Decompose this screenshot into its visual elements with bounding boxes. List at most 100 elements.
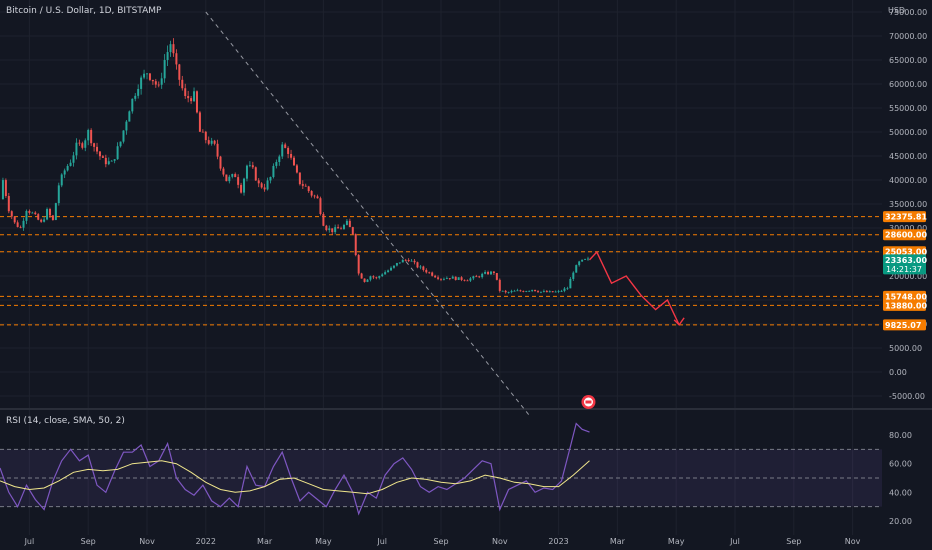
time-tick-label: Nov xyxy=(845,537,861,546)
candle-45 xyxy=(134,93,137,102)
price-tick-label: 65000.00 xyxy=(889,56,927,65)
candle-body xyxy=(560,290,563,292)
time-axis[interactable]: Jul Sep Nov 2022 Mar May Jul Sep Nov 2023 Mar May Ju… xyxy=(24,537,861,546)
time-tick-label: May xyxy=(668,537,685,546)
candle-body xyxy=(34,212,37,215)
candle-body xyxy=(198,112,201,132)
candle-body xyxy=(51,215,54,220)
candle-body xyxy=(210,140,213,144)
price-tick-label: 35000.00 xyxy=(889,200,927,209)
candle-body xyxy=(334,227,337,233)
candle-113 xyxy=(334,224,337,235)
candle-195 xyxy=(575,264,578,273)
candle-186 xyxy=(548,290,551,293)
candle-138 xyxy=(407,258,410,263)
candle-178 xyxy=(525,290,528,293)
candle-36 xyxy=(107,157,110,166)
candle-70 xyxy=(207,136,210,146)
candle-185 xyxy=(545,289,548,293)
candle-148 xyxy=(437,275,440,281)
price-tick-label: 0.00 xyxy=(889,368,907,377)
candle-110 xyxy=(325,224,328,232)
candle-153 xyxy=(451,275,454,279)
candle-33 xyxy=(98,150,101,160)
price-axis[interactable]: 75000.00 70000.00 65000.00 60000.00 55000.00… xyxy=(889,8,927,401)
candle-191 xyxy=(563,286,566,293)
candle-58 xyxy=(172,38,175,57)
candle-147 xyxy=(434,274,437,278)
rsi-panel[interactable] xyxy=(0,422,882,516)
rsi-axis[interactable]: 80.00 60.00 40.00 20.00 xyxy=(889,431,912,526)
candle-174 xyxy=(513,289,516,292)
level-tag-bg xyxy=(883,211,926,223)
candle-68 xyxy=(201,129,204,133)
candle-body xyxy=(428,272,431,274)
candle-125 xyxy=(369,275,372,282)
candle-body xyxy=(390,267,393,271)
time-tick-label: May xyxy=(315,537,332,546)
candle-body xyxy=(510,291,513,293)
time-tick-label: Jul xyxy=(376,537,387,546)
price-tick-label: 50000.00 xyxy=(889,128,927,137)
candle-body xyxy=(148,73,151,80)
candle-body xyxy=(228,176,231,182)
candle-body xyxy=(157,84,160,86)
candle-body xyxy=(492,271,495,274)
candle-body xyxy=(551,291,554,293)
candle-body xyxy=(522,291,525,292)
candle-body xyxy=(534,289,537,292)
candle-body xyxy=(445,278,448,279)
forecast-path[interactable] xyxy=(588,250,685,326)
trend-line[interactable] xyxy=(205,11,530,416)
horizontal-levels[interactable] xyxy=(0,216,882,326)
candle-body xyxy=(569,278,572,289)
candle-44 xyxy=(131,98,134,114)
event-marker-icon[interactable] xyxy=(581,395,596,409)
rsi-legend[interactable]: RSI (14, close, SMA, 50, 2) xyxy=(6,416,125,426)
candle-body xyxy=(507,292,510,293)
candle-54 xyxy=(160,72,163,89)
symbol-legend[interactable]: Bitcoin / U.S. Dollar, 1D, BITSTAMP xyxy=(6,6,162,16)
level-tag-4: 13880.00 xyxy=(883,299,927,311)
price-tick-label: 40000.00 xyxy=(889,176,927,185)
candle-177 xyxy=(522,290,525,293)
candle-193 xyxy=(569,277,572,289)
candle-body xyxy=(54,203,57,220)
candle-75 xyxy=(222,166,225,177)
candle-48 xyxy=(143,69,146,80)
candle-body xyxy=(231,174,234,177)
level-tag-label: 32375.81 xyxy=(885,213,927,222)
price-tick-label: 55000.00 xyxy=(889,104,927,113)
level-tag-label: 9825.07 xyxy=(885,321,921,330)
candle-143 xyxy=(422,265,425,272)
candle-162 xyxy=(478,275,481,279)
candle-body xyxy=(193,91,196,102)
candle-body xyxy=(31,212,34,214)
candle-body xyxy=(125,121,128,131)
candle-body xyxy=(175,53,178,65)
candle-102 xyxy=(301,180,304,190)
rsi-tick-label: 60.00 xyxy=(889,460,912,469)
candle-body xyxy=(172,44,175,54)
candle-104 xyxy=(307,185,310,193)
candle-152 xyxy=(448,278,451,281)
candle-body xyxy=(90,130,93,144)
candle-body xyxy=(378,276,381,278)
candle-189 xyxy=(557,289,560,294)
candlestick-series[interactable] xyxy=(1,38,589,294)
candle-body xyxy=(154,81,157,85)
candle-body xyxy=(325,225,328,231)
last-price-label: 23363.00 xyxy=(885,256,927,265)
candle-137 xyxy=(404,258,407,262)
candle-156 xyxy=(460,276,463,282)
candle-24 xyxy=(72,151,75,167)
candle-61 xyxy=(181,75,184,91)
candle-63 xyxy=(187,90,190,103)
candle-body xyxy=(72,155,75,163)
candle-body xyxy=(487,271,490,275)
candle-176 xyxy=(519,289,522,292)
candle-body xyxy=(457,277,460,280)
candle-body xyxy=(351,227,354,235)
candle-body xyxy=(78,142,81,144)
